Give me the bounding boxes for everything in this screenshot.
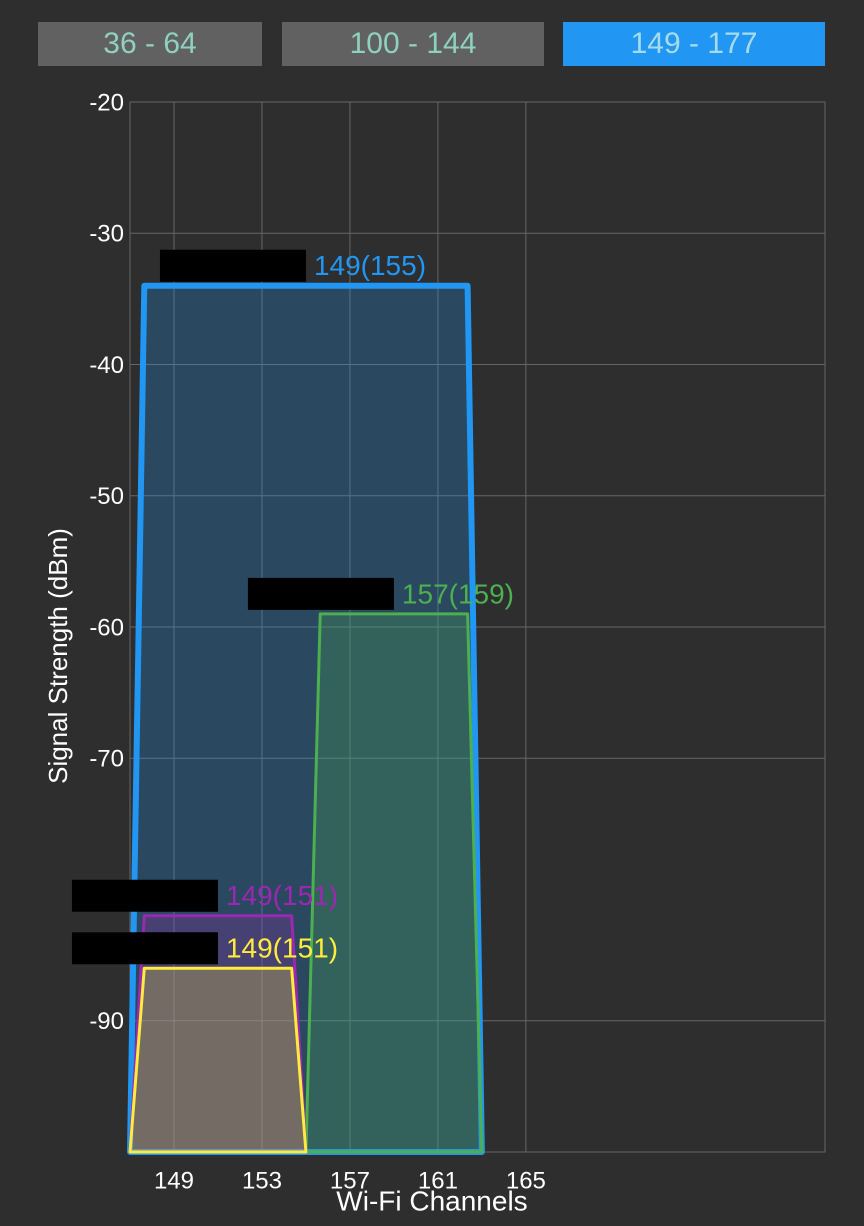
redacted-ssid [159, 249, 306, 282]
redacted-ssid [71, 879, 218, 912]
redacted-ssid [71, 932, 218, 965]
network-label: 157(159) [402, 578, 514, 609]
x-tick-label: 157 [330, 1167, 370, 1194]
x-tick-label: 161 [418, 1167, 458, 1194]
y-tick-label: -50 [89, 483, 124, 510]
y-tick-label: -40 [89, 352, 124, 379]
y-tick-label: -70 [89, 746, 124, 773]
x-tick-label: 165 [506, 1167, 546, 1194]
tab[interactable]: 36 - 64 [38, 22, 262, 66]
y-tick-label: -30 [89, 221, 124, 248]
network-shape [304, 612, 484, 1154]
network-label: 149(151) [226, 880, 338, 911]
x-tick-label: 153 [242, 1167, 282, 1194]
y-tick-label: -60 [89, 614, 124, 641]
redacted-ssid [247, 577, 394, 610]
x-tick-label: 149 [154, 1167, 194, 1194]
y-axis-label: Signal Strength (dBm) [43, 528, 73, 784]
network-label: 149(155) [314, 250, 426, 281]
x-axis-label: Wi-Fi Channels [336, 1185, 527, 1216]
y-tick-label: -20 [89, 89, 124, 116]
network-label: 149(151) [226, 933, 338, 964]
network-shape [128, 966, 308, 1154]
tab[interactable]: 100 - 144 [282, 22, 544, 66]
y-tick-label: -90 [89, 1008, 124, 1035]
tab[interactable]: 149 - 177 [563, 22, 825, 66]
